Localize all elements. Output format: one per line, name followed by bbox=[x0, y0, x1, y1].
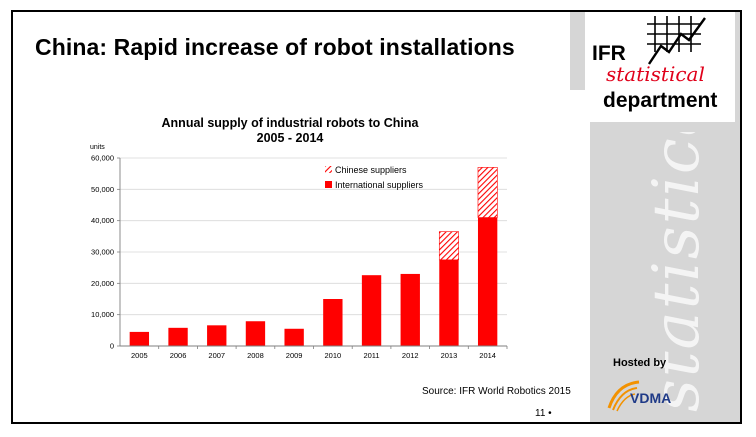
x-tick-label: 2008 bbox=[247, 351, 264, 360]
bar-international-2006 bbox=[168, 327, 188, 346]
bar-international-2010 bbox=[323, 299, 343, 346]
chart-title: Annual supply of industrial robots to Ch… bbox=[162, 116, 420, 130]
y-tick-label: 40,000 bbox=[91, 216, 114, 225]
logo-ifr: IFR bbox=[592, 42, 626, 65]
host-name: VDMA bbox=[630, 390, 672, 406]
x-tick-label: 2006 bbox=[170, 351, 187, 360]
x-tick-label: 2009 bbox=[286, 351, 303, 360]
x-tick-label: 2010 bbox=[325, 351, 342, 360]
legend: Chinese suppliers International supplier… bbox=[325, 165, 424, 190]
ifr-logo-grid-icon bbox=[647, 16, 706, 65]
legend-label-chinese: Chinese suppliers bbox=[335, 165, 407, 175]
slide-title: China: Rapid increase of robot installat… bbox=[35, 34, 515, 60]
sidebar-white-strip bbox=[570, 90, 590, 422]
chart-svg: Annual supply of industrial robots to Ch… bbox=[90, 116, 508, 360]
x-tick-label: 2014 bbox=[479, 351, 496, 360]
bar-international-2013 bbox=[439, 259, 459, 346]
x-tick-label: 2005 bbox=[131, 351, 148, 360]
vdma-logo-icon bbox=[607, 380, 640, 412]
legend-swatch-international bbox=[325, 181, 332, 188]
bar-chinese-2013 bbox=[438, 231, 459, 261]
bar-international-2012 bbox=[400, 273, 420, 346]
logo-statistical: statistical bbox=[606, 62, 705, 86]
y-axis-label: units bbox=[90, 144, 105, 151]
bar-international-2009 bbox=[284, 328, 304, 346]
logo-department: department bbox=[603, 89, 718, 112]
x-tick-label: 2011 bbox=[363, 351, 379, 360]
y-tick-label: 20,000 bbox=[91, 279, 114, 288]
x-tick-label: 2007 bbox=[208, 351, 225, 360]
y-tick-label: 10,000 bbox=[91, 310, 114, 319]
chart-subtitle: 2005 - 2014 bbox=[257, 131, 324, 145]
sidebar-watermark-text: statistical bbox=[640, 132, 714, 412]
page-number: 11 • bbox=[535, 408, 552, 419]
y-tick-label: 30,000 bbox=[91, 248, 114, 257]
bar-chinese-2014 bbox=[477, 167, 498, 218]
y-tick-label: 0 bbox=[110, 342, 114, 351]
y-tick-label: 50,000 bbox=[91, 185, 114, 194]
bar-international-2007 bbox=[207, 325, 227, 346]
hosted-by-label: Hosted by bbox=[613, 357, 667, 369]
ifr-logo bbox=[585, 12, 735, 122]
x-tick-label: 2012 bbox=[402, 351, 419, 360]
y-tick-label: 60,000 bbox=[91, 154, 114, 163]
bar-international-2008 bbox=[245, 321, 266, 346]
source-note: Source: IFR World Robotics 2015 bbox=[422, 386, 571, 397]
bar-international-2011 bbox=[361, 275, 382, 346]
chart: Annual supply of industrial robots to Ch… bbox=[75, 110, 535, 370]
legend-swatch-chinese bbox=[325, 166, 332, 173]
x-tick-label: 2013 bbox=[441, 351, 458, 360]
bar-international-2014 bbox=[477, 217, 498, 346]
bar-international-2005 bbox=[129, 331, 150, 346]
legend-label-international: International suppliers bbox=[335, 180, 424, 190]
